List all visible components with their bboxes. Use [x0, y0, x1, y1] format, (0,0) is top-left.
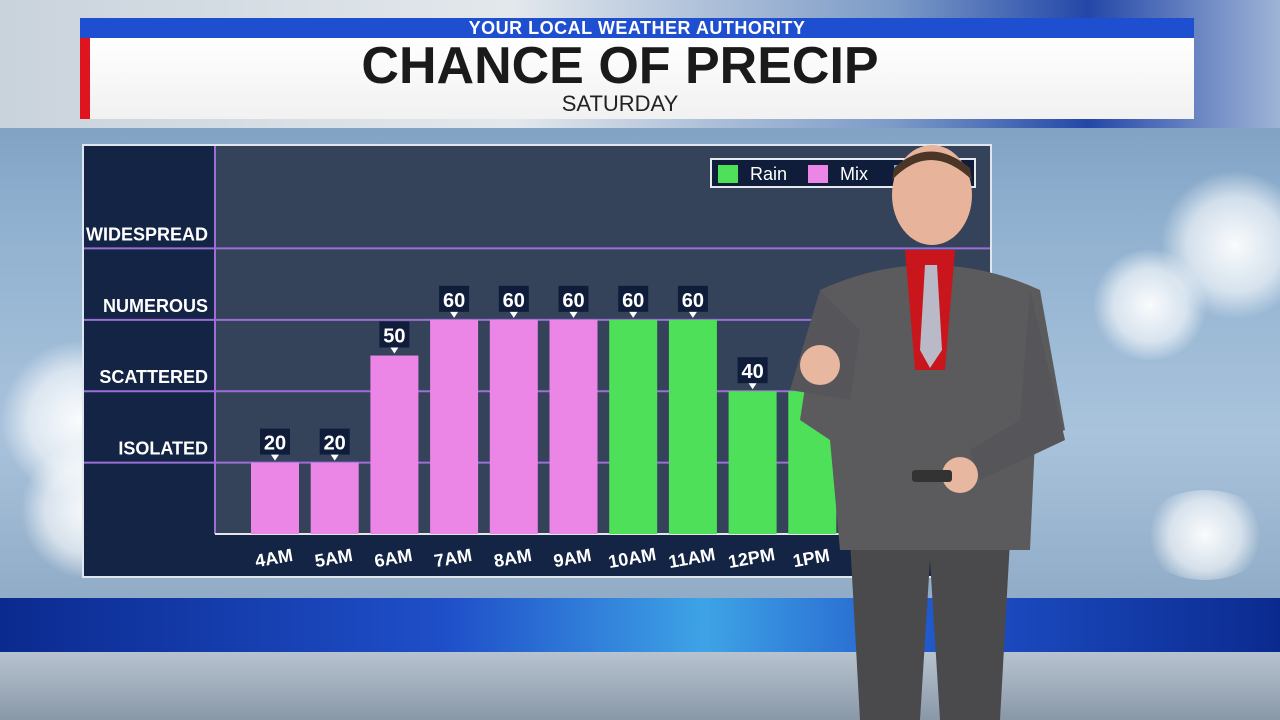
value-label-bg [379, 321, 410, 348]
value-label-pointer [450, 311, 459, 318]
y-level-label: WIDESPREAD [86, 224, 208, 244]
value-label-pointer [271, 454, 279, 461]
value-label-bg [737, 357, 768, 384]
value-label-bg [677, 285, 708, 312]
bar-6am [370, 355, 419, 534]
x-tick-label: 9AM [552, 545, 593, 571]
legend-item-mix: Mix [808, 164, 868, 184]
value-label-bg [558, 285, 589, 312]
title-accent-bar [80, 38, 90, 119]
chart-subtitle: SATURDAY [561, 91, 679, 116]
value-label-pointer [629, 311, 638, 318]
x-tick-label: 10AM [607, 544, 658, 572]
bar-7am [430, 319, 479, 534]
bar-9am [549, 319, 598, 534]
bar-10am [609, 319, 658, 534]
value-label: 60 [682, 290, 704, 312]
value-label: 20 [324, 433, 346, 455]
x-tick-label: 12PM [727, 544, 777, 572]
presenter-figure [790, 145, 1065, 720]
legend-label-rain: Rain [750, 163, 788, 184]
y-level-label: SCATTERED [99, 367, 208, 387]
x-tick-label: 4AM [254, 545, 295, 571]
x-tick-label: 7AM [433, 545, 474, 571]
title-banner [80, 38, 1194, 119]
value-label-bg [498, 285, 529, 312]
x-tick-label: 8AM [492, 545, 533, 571]
studio-floor [0, 652, 1280, 720]
value-label: 40 [741, 361, 763, 383]
x-tick-label: 5AM [313, 545, 354, 571]
bar-11am [668, 319, 717, 534]
value-label: 60 [503, 290, 525, 312]
bar-8am [489, 319, 538, 534]
bar-5am [310, 462, 359, 534]
chart-title: CHANCE OF PRECIP [361, 37, 879, 95]
legend-item-rain: Rain [718, 164, 787, 184]
y-level-label: ISOLATED [118, 439, 208, 459]
value-label: 20 [264, 433, 286, 455]
value-label-pointer [330, 454, 339, 461]
value-label-bg [319, 428, 350, 455]
x-tick-label: 6AM [373, 545, 414, 571]
legend-swatch-mix [808, 165, 828, 183]
value-label-bg [618, 285, 649, 312]
station-tagline: YOUR LOCAL WEATHER AUTHORITY [80, 18, 1194, 38]
value-label-pointer [390, 347, 399, 354]
value-label: 60 [443, 290, 465, 312]
x-tick-label: 11AM [667, 544, 717, 572]
precip-bar-chart: ISOLATED SCATTERED NUMEROUS WIDESPREAD 20 4A… [84, 146, 990, 572]
value-label-pointer [569, 311, 578, 318]
value-label: 60 [622, 290, 644, 312]
bar-12pm [728, 391, 777, 534]
value-label-pointer [748, 383, 757, 390]
value-label-bg [439, 285, 470, 312]
cloud [1140, 490, 1270, 580]
bar-4am [251, 462, 299, 534]
legend-label-mix: Mix [840, 163, 868, 184]
legend-swatch-rain [718, 165, 738, 183]
bottom-blue-band [0, 598, 1280, 652]
value-label: 60 [562, 290, 584, 312]
cloud [1090, 250, 1210, 360]
value-label: 50 [383, 326, 405, 348]
value-label-pointer [509, 311, 518, 318]
value-label-pointer [688, 311, 697, 318]
value-label-bg [260, 428, 290, 455]
y-level-label: NUMEROUS [103, 296, 208, 316]
